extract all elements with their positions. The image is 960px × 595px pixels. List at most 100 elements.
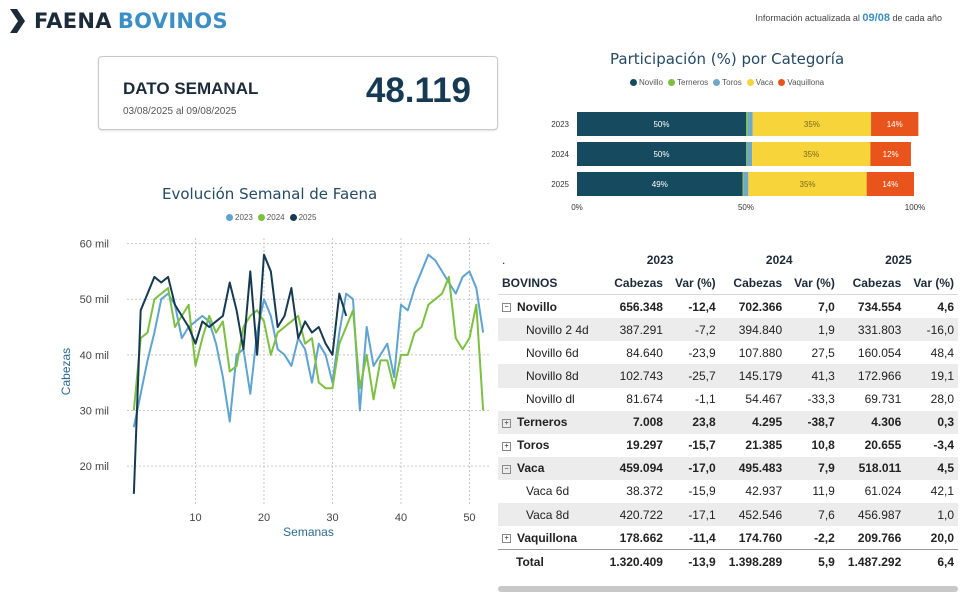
collapse-icon[interactable]: − <box>502 464 511 474</box>
faena-table: . 2023 2024 2025 BOVINOS Cabezas Var (%)… <box>498 248 958 574</box>
table-header-row: BOVINOS Cabezas Var (%) Cabezas Var (%) … <box>498 271 958 296</box>
table-cell: 21.385 <box>745 438 783 453</box>
table-cell: 54.467 <box>745 392 783 407</box>
table-row: Total 1.320.409 -13,9 1.398.289 5,9 1.487.292… <box>498 549 958 574</box>
bar-segment-novillo[interactable] <box>577 172 743 196</box>
table-row: − Novillo 656.348 -12,4 702.366 7,0 734.554 4,6 <box>498 295 958 319</box>
table-row: Novillo 6d 84.640 -23,9 107.880 27,5 160.054 4… <box>498 341 958 364</box>
legend-label: Novillo <box>639 78 664 87</box>
y-tick-label: 60 mil <box>80 239 109 251</box>
table-cell: -3,4 <box>933 438 954 453</box>
table-cell: -17,1 <box>666 503 720 527</box>
legend-label: Terneros <box>677 78 709 87</box>
bar-segment-vaca[interactable] <box>748 172 867 196</box>
legend-dot-icon <box>746 79 754 86</box>
chevron-right-icon <box>10 9 25 33</box>
table-cell: 456.987 <box>838 503 906 527</box>
table-cell: 702.366 <box>738 299 783 314</box>
legend-dot-icon <box>226 214 233 221</box>
col-header-var[interactable]: Var (%) <box>905 271 958 296</box>
table-row: + Vaquillona 178.662 -11,4 174.760 -2,2 209.76… <box>498 526 958 550</box>
bar-segment-vaquillona[interactable] <box>871 112 919 136</box>
table-cell: -11,4 <box>688 530 716 545</box>
page-title-accent: BOVINOS <box>117 9 228 33</box>
table-cell: 61.024 <box>864 484 902 499</box>
bar-segment-toros[interactable] <box>747 142 753 166</box>
bar-segment-terneros[interactable] <box>746 142 748 166</box>
legend-item[interactable]: 2025 <box>289 213 316 222</box>
table-cell: 4.295 <box>719 410 787 434</box>
bar-segment-toros[interactable] <box>743 172 749 196</box>
table-cell: 1,9 <box>786 318 839 342</box>
x-tick-label: 50 <box>463 512 475 524</box>
x-tick-label: 50% <box>738 203 754 212</box>
table-cell: 1,0 <box>905 503 958 527</box>
table-cell: -1,1 <box>694 392 716 407</box>
bar-data-label: 50% <box>653 150 669 159</box>
legend-item[interactable]: Vaquillona <box>778 78 824 87</box>
table-cell: 42.937 <box>745 484 783 499</box>
legend-item[interactable]: Vaca <box>746 78 774 87</box>
legend-label: 2023 <box>235 213 253 222</box>
series-line-2024[interactable] <box>132 275 485 411</box>
kpi-label: DATO SEMANAL <box>123 79 259 98</box>
table-horizontal-scrollbar[interactable] <box>498 586 958 592</box>
collapse-icon[interactable]: − <box>502 303 511 313</box>
x-tick-label: 0% <box>571 203 583 212</box>
bar-segment-vaquillona[interactable] <box>870 142 911 166</box>
line-chart: 20 mil 30 mil 40 mil 50 mil 60 mil 10 20 30 40 50… <box>59 238 490 538</box>
stacked-bar-chart: 2023 50% 35% 14% 2024 50% 35% 12% 2025 49% 35% 14% 0… <box>551 112 925 212</box>
table-cell: 734.554 <box>857 299 902 314</box>
bar-data-label: 35% <box>800 180 816 189</box>
table-cell: 1.320.409 <box>600 549 667 574</box>
table-row: Vaca 6d 38.372 -15,9 42.937 11,9 61.024 42,1 <box>498 480 958 503</box>
row-label: Vaca 6d <box>526 484 570 499</box>
table-row: − Vaca 459.094 -17,0 495.483 7,9 518.011 4,5 <box>498 456 958 480</box>
legend-label: Vaca <box>755 78 774 87</box>
bar-segment-novillo[interactable] <box>577 112 746 136</box>
table-row: + Terneros 7.008 23,8 4.295 -38,7 4.306 0,3 <box>498 410 958 434</box>
x-tick-label: 10 <box>189 512 201 524</box>
table-row: Vaca 8d 420.722 -17,1 452.546 7,6 456.987 1,0 <box>498 503 958 527</box>
bar-data-label: 35% <box>803 150 819 159</box>
x-tick-label: 30 <box>326 512 338 524</box>
y-axis-label: Cabezas <box>59 348 73 395</box>
table-cell: 5,9 <box>786 549 839 574</box>
bar-segment-terneros[interactable] <box>742 172 744 196</box>
expand-icon[interactable]: + <box>502 534 511 543</box>
page-header: FAENA BOVINOS <box>8 6 228 36</box>
legend-dot-icon <box>289 214 297 221</box>
legend-item[interactable]: Terneros <box>668 78 708 87</box>
bar-data-label: 14% <box>887 120 903 129</box>
bar-segment-vaquillona[interactable] <box>866 172 914 196</box>
col-header-cabezas[interactable]: Cabezas <box>600 271 667 296</box>
table-cell: 28,0 <box>930 392 954 407</box>
table-cell: -23,9 <box>688 345 716 360</box>
series-line-2025[interactable] <box>132 253 348 494</box>
row-label: + Toros <box>498 434 601 457</box>
bar-segment-toros[interactable] <box>747 112 753 136</box>
legend-item[interactable]: 2024 <box>257 213 285 222</box>
bar-segment-vaca[interactable] <box>752 112 872 136</box>
expand-icon[interactable]: + <box>502 441 511 451</box>
table-cell: 145.179 <box>719 364 787 388</box>
legend-item[interactable]: 2023 <box>226 213 253 222</box>
series-line-2023[interactable] <box>132 253 485 428</box>
table-cell: -38,7 <box>786 410 839 434</box>
col-header-bovinos[interactable]: BOVINOS <box>498 271 601 296</box>
legend-item[interactable]: Toros <box>713 78 742 87</box>
legend-item[interactable]: Novillo <box>630 78 663 87</box>
row-label: Novillo 8d <box>498 364 601 388</box>
col-header-cabezas[interactable]: Cabezas <box>838 271 906 296</box>
bar-segment-terneros[interactable] <box>746 112 748 136</box>
col-header-cabezas[interactable]: Cabezas <box>719 271 787 296</box>
expand-icon[interactable]: + <box>502 418 511 428</box>
col-header-var[interactable]: Var (%) <box>786 271 839 296</box>
row-label: + Terneros <box>498 410 601 434</box>
bar-segment-novillo[interactable] <box>577 142 746 166</box>
table-cell: 11,9 <box>812 484 835 499</box>
col-header-var[interactable]: Var (%) <box>666 271 720 296</box>
table-cell: 19.297 <box>626 438 663 453</box>
row-label: Novillo 2 4d <box>498 318 601 342</box>
bar-segment-vaca[interactable] <box>752 142 871 166</box>
